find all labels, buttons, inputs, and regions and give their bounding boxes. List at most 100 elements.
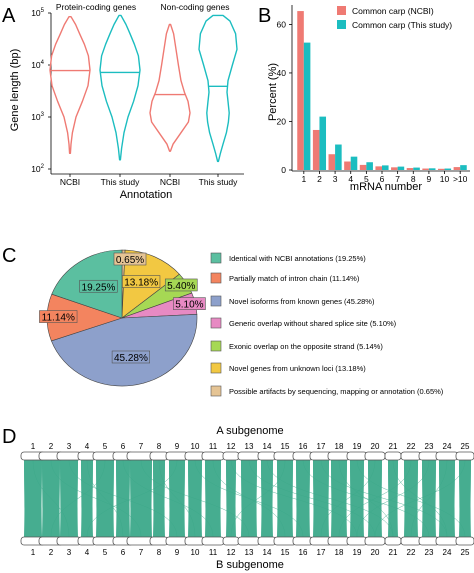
d-chromosome-top	[400, 451, 422, 461]
b-x-tick-label: 4	[348, 174, 353, 184]
d-chromosome-label-bottom: 19	[353, 548, 362, 557]
d-chromosome-label-bottom: 18	[335, 548, 344, 557]
panel-d-synteny: A subgenome B subgenome 1122334455667788…	[20, 425, 474, 571]
b-bar	[344, 161, 351, 170]
b-legend-swatch-ncbi	[337, 6, 346, 15]
a-violin-shape	[49, 16, 91, 154]
d-synteny-link	[50, 459, 106, 538]
d-chromosome-bottom	[149, 536, 169, 546]
d-chromosome-label-bottom: 14	[263, 548, 272, 557]
d-synteny-ribbon	[205, 460, 221, 537]
b-bar	[406, 168, 414, 170]
c-pie-label-box	[111, 350, 150, 364]
c-pie-label: 0.65%	[116, 255, 144, 266]
c-pie-label: 13.18%	[124, 278, 158, 289]
b-x-tick-label: 3	[333, 174, 338, 184]
d-chromosome-bottom	[237, 536, 261, 546]
c-pie-label: 11.14%	[42, 313, 75, 324]
d-chromosome-top	[149, 451, 169, 461]
b-bar	[335, 144, 342, 170]
d-synteny-ribbon	[350, 460, 364, 537]
d-chromosome-top	[222, 451, 240, 461]
d-synteny-link	[122, 459, 214, 538]
b-y-tick-label: 40	[277, 68, 287, 78]
a-y-axis-label: Gene length (bp)	[9, 49, 21, 132]
c-pie-label: 5.10%	[175, 300, 203, 311]
d-chromosome-bottom	[56, 536, 82, 546]
d-synteny-link	[140, 459, 250, 538]
panel-c-pie-chart: 19.25%11.14%45.28%5.10%5.40%13.18%0.65% …	[39, 249, 444, 397]
d-chromosome-label-top: 10	[191, 442, 200, 451]
b-bar	[297, 11, 304, 170]
b-x-tick-label: >10	[453, 174, 468, 184]
b-y-tick-label: 20	[277, 116, 287, 126]
d-chromosome-label-bottom: 25	[461, 548, 470, 557]
c-legend-swatch	[210, 272, 222, 284]
b-legend: Common carp (NCBI) Common carp (This stu…	[337, 6, 452, 30]
d-chromosome-label-top: 19	[353, 442, 362, 451]
a-y-tick-label: 104	[31, 60, 44, 70]
d-synteny-link	[338, 459, 412, 538]
c-pie-labels: 19.25% 11.14% 45.28% 5.10% 5.40% 13.18% 0.65%	[39, 252, 206, 364]
c-legend-label: Novel isoforms from known genes (45.28%)	[229, 297, 375, 306]
d-synteny-link	[266, 459, 394, 538]
b-bar	[375, 166, 382, 170]
d-synteny-ribbon	[277, 460, 293, 537]
b-bar	[391, 167, 398, 170]
a-facet-title-1: Protein-coding genes	[56, 2, 136, 12]
d-synteny-link	[320, 459, 448, 538]
d-synteny-link	[338, 459, 394, 538]
d-chromosome-bottom	[222, 536, 240, 546]
d-chromosome-bottom	[201, 536, 225, 546]
c-legend-label: Novel genes from unknown loci (13.18%)	[229, 364, 366, 373]
a-y-tick-label: 102	[31, 164, 44, 174]
d-chromosome-label-top: 18	[335, 442, 344, 451]
d-chromosome-label-top: 12	[227, 442, 236, 451]
d-chromosome-label-bottom: 15	[281, 548, 290, 557]
d-chromosome-bottom	[364, 536, 386, 546]
d-chromosome-label-top: 11	[209, 442, 218, 451]
a-x-tick-labels: NCBI This study NCBI This study	[60, 174, 238, 187]
a-x-tick-label: NCBI	[60, 177, 80, 187]
a-x-tick-label: NCBI	[160, 177, 180, 187]
b-y-axis-label: Percent (%)	[267, 63, 279, 121]
d-chromosome-label-top: 17	[317, 442, 326, 451]
d-chromosome-label-bottom: 22	[407, 548, 416, 557]
d-chromosome-top	[237, 451, 261, 461]
b-bar	[444, 168, 452, 170]
b-bar	[312, 129, 320, 170]
d-bottom-title: B subgenome	[216, 559, 284, 571]
d-chromosome-top	[384, 451, 402, 461]
b-x-tick-label: 7	[395, 174, 400, 184]
a-violin-shape	[198, 14, 238, 163]
d-synteny-ribbon	[439, 460, 455, 537]
a-violin-shape	[149, 23, 191, 152]
c-legend-label: Partially match of intron chain (11.14%)	[229, 274, 360, 283]
a-x-axis-label: Annotation	[120, 189, 173, 201]
c-legend-label: Identical with NCBI annotations (19.25%)	[229, 254, 366, 263]
d-synteny-link	[86, 459, 178, 538]
d-chromosome-label-top: 20	[371, 442, 380, 451]
panel-a-violin-chart: Protein-coding genes Non-coding genes Ge…	[9, 2, 244, 201]
c-legend-label: Possible artifacts by sequencing, mappin…	[229, 387, 444, 396]
d-synteny-link	[230, 459, 286, 538]
d-synteny-ribbon	[313, 460, 329, 537]
d-chromosome-label-bottom: 11	[209, 548, 218, 557]
panel-c-letter: C	[2, 245, 16, 267]
b-y-ticks: 0 20 40 60	[277, 19, 292, 175]
d-synteny-link	[374, 459, 466, 538]
a-facet-title-2: Non-coding genes	[161, 2, 230, 12]
a-y-tick-exponent: 5	[41, 8, 45, 14]
d-chromosome-label-bottom: 6	[121, 548, 126, 557]
b-bar	[366, 162, 373, 170]
b-bars	[297, 11, 467, 171]
d-chromosome-bottom	[455, 536, 474, 546]
b-y-tick-label: 0	[281, 165, 286, 175]
c-legend: Identical with NCBI annotations (19.25%)…	[210, 252, 444, 397]
c-pie-label-box	[173, 297, 206, 310]
c-pie-label-box	[39, 310, 78, 323]
d-chromosome-label-bottom: 3	[67, 548, 72, 557]
c-pie-label: 5.40%	[167, 281, 195, 292]
d-chromosome-label-bottom: 20	[371, 548, 380, 557]
